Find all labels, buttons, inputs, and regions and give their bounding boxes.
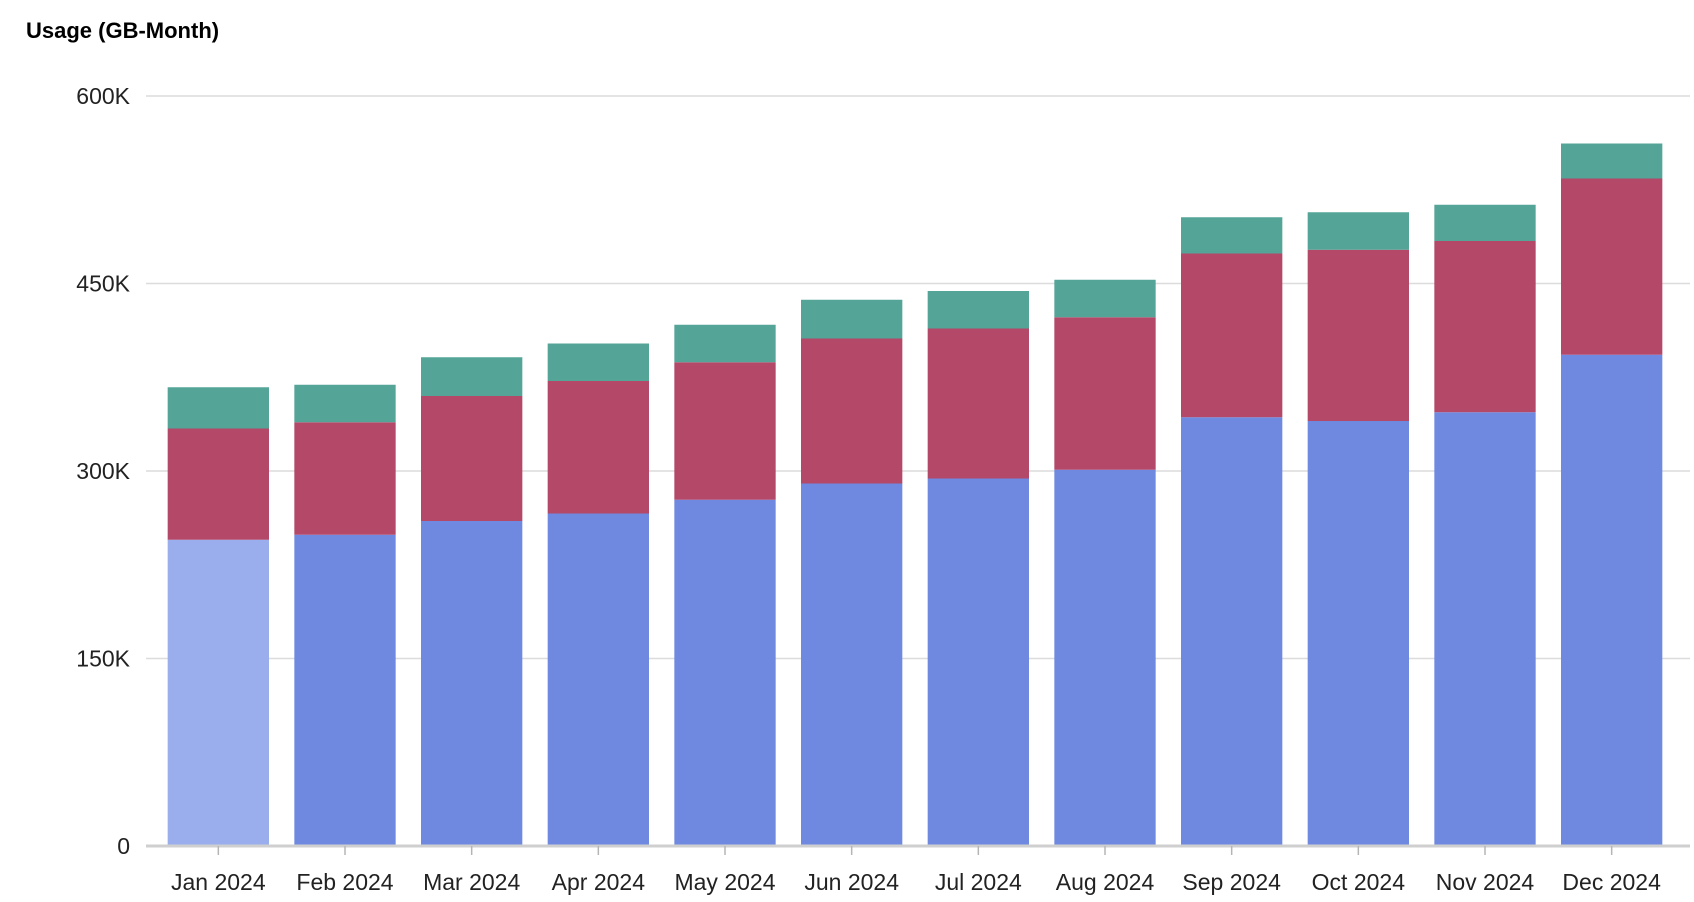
- bar-segment[interactable]: [927, 291, 1029, 329]
- x-tick-label: Jun 2024: [804, 869, 899, 895]
- bar-segment[interactable]: [547, 513, 649, 847]
- x-tick-label: Sep 2024: [1182, 869, 1281, 895]
- bar-segment[interactable]: [1434, 204, 1536, 241]
- bar-segment[interactable]: [294, 384, 396, 423]
- bar-segment[interactable]: [1181, 253, 1283, 418]
- x-tick-label: Dec 2024: [1562, 869, 1661, 895]
- bar-segment[interactable]: [674, 362, 776, 500]
- bar-segment[interactable]: [1561, 143, 1663, 179]
- bar-segment[interactable]: [1181, 217, 1283, 254]
- bar-segment[interactable]: [1434, 241, 1536, 413]
- bar-segment[interactable]: [801, 299, 903, 339]
- bar-segment[interactable]: [167, 387, 269, 429]
- bar-segment[interactable]: [1434, 412, 1536, 846]
- bar-segment[interactable]: [1561, 354, 1663, 846]
- bar-segment[interactable]: [167, 428, 269, 540]
- y-tick-label: 600K: [76, 83, 130, 109]
- y-tick-label: 450K: [76, 271, 130, 297]
- gridlines: [146, 95, 1690, 660]
- bar-segment[interactable]: [167, 539, 269, 846]
- x-tick-label: Oct 2024: [1312, 869, 1406, 895]
- bar-segment[interactable]: [294, 534, 396, 846]
- bars: [167, 143, 1663, 847]
- bar-segment[interactable]: [1181, 417, 1283, 846]
- bar-segment[interactable]: [1054, 317, 1156, 470]
- y-axis: 0 150K 300K 450K 600K: [76, 83, 130, 859]
- bar-segment[interactable]: [1054, 469, 1156, 846]
- bar-segment[interactable]: [547, 381, 649, 514]
- bar-segment[interactable]: [547, 343, 649, 382]
- bar-segment[interactable]: [927, 478, 1029, 847]
- y-tick-label: 0: [117, 833, 130, 859]
- bar-segment[interactable]: [1561, 178, 1663, 355]
- bar-segment[interactable]: [421, 521, 523, 846]
- bar-segment[interactable]: [674, 324, 776, 363]
- bar-segment[interactable]: [1307, 249, 1409, 421]
- chart-title: Usage (GB-Month): [26, 18, 220, 43]
- bar-segment[interactable]: [1054, 279, 1156, 318]
- x-tick-label: Feb 2024: [296, 869, 393, 895]
- bar-segment[interactable]: [421, 396, 523, 521]
- bar-segment[interactable]: [1307, 421, 1409, 846]
- y-tick-label: 300K: [76, 458, 130, 484]
- y-tick-label: 150K: [76, 646, 130, 672]
- x-tick-label: Aug 2024: [1056, 869, 1155, 895]
- bar-segment[interactable]: [674, 499, 776, 846]
- x-tick-label: Nov 2024: [1436, 869, 1535, 895]
- bar-segment[interactable]: [801, 338, 903, 484]
- x-tick-label: Jan 2024: [171, 869, 266, 895]
- x-axis: Jan 2024 Feb 2024 Mar 2024 Apr 2024 May 2024…: [146, 844, 1690, 895]
- bar-segment[interactable]: [801, 483, 903, 847]
- bar-segment[interactable]: [1307, 212, 1409, 250]
- bar-segment[interactable]: [927, 328, 1029, 479]
- x-tick-label: Jul 2024: [935, 869, 1022, 895]
- x-tick-label: May 2024: [674, 869, 775, 895]
- bar-segment[interactable]: [294, 422, 396, 535]
- x-tick-label: Apr 2024: [552, 869, 646, 895]
- bar-segment[interactable]: [421, 357, 523, 396]
- x-tick-label: Mar 2024: [423, 869, 520, 895]
